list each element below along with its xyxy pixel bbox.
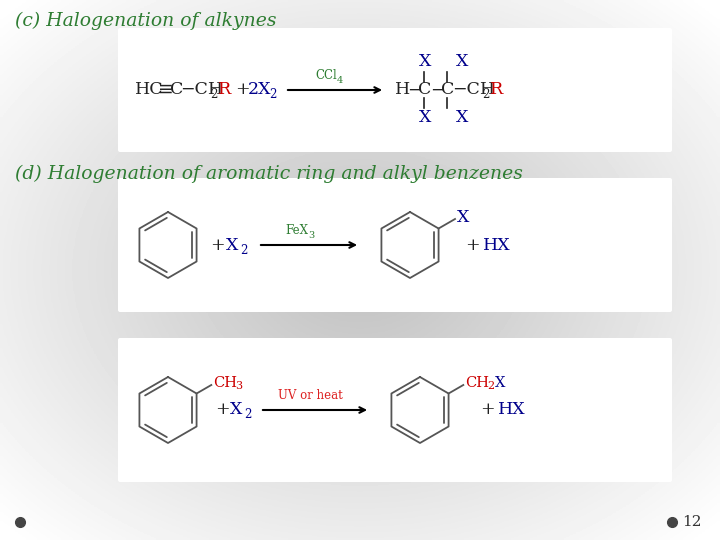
Text: 2: 2 bbox=[244, 408, 251, 422]
Text: X: X bbox=[419, 53, 431, 71]
Text: 2: 2 bbox=[240, 244, 248, 256]
Text: R: R bbox=[218, 82, 231, 98]
Text: FeX: FeX bbox=[285, 224, 308, 237]
Text: X: X bbox=[419, 110, 431, 126]
Text: C: C bbox=[418, 82, 431, 98]
Text: 2: 2 bbox=[482, 89, 490, 102]
Text: HX: HX bbox=[483, 237, 510, 253]
Text: X: X bbox=[230, 402, 243, 418]
Text: +: + bbox=[210, 237, 225, 253]
Text: X: X bbox=[456, 53, 468, 71]
Text: 3: 3 bbox=[308, 231, 314, 240]
Text: C: C bbox=[441, 82, 454, 98]
Text: X: X bbox=[456, 110, 468, 126]
Text: +: + bbox=[465, 237, 480, 253]
Text: 2: 2 bbox=[210, 89, 217, 102]
FancyBboxPatch shape bbox=[118, 338, 672, 482]
Text: 2X: 2X bbox=[248, 82, 271, 98]
Text: +: + bbox=[480, 402, 495, 418]
Text: X: X bbox=[226, 237, 238, 253]
Text: H: H bbox=[395, 82, 410, 98]
Text: CH: CH bbox=[213, 376, 238, 390]
Text: C: C bbox=[170, 82, 184, 98]
FancyBboxPatch shape bbox=[118, 178, 672, 312]
Text: X: X bbox=[457, 208, 469, 226]
Text: +: + bbox=[215, 402, 230, 418]
Text: −CH: −CH bbox=[180, 82, 223, 98]
Text: CH: CH bbox=[465, 376, 490, 390]
Text: −: − bbox=[430, 82, 444, 98]
Text: HC: HC bbox=[135, 82, 163, 98]
Text: 2: 2 bbox=[487, 381, 495, 391]
Text: −: − bbox=[407, 82, 421, 98]
Text: (c) Halogenation of alkynes: (c) Halogenation of alkynes bbox=[15, 12, 276, 30]
Text: X: X bbox=[495, 376, 505, 390]
Text: 12: 12 bbox=[682, 515, 701, 529]
Text: R: R bbox=[490, 82, 503, 98]
Text: UV or heat: UV or heat bbox=[278, 389, 343, 402]
Text: 3: 3 bbox=[235, 381, 243, 391]
Text: CCl: CCl bbox=[315, 69, 337, 82]
Text: HX: HX bbox=[498, 402, 526, 418]
Text: 2: 2 bbox=[269, 89, 276, 102]
Text: +: + bbox=[235, 82, 250, 98]
Text: −CH: −CH bbox=[452, 82, 495, 98]
Text: ≡: ≡ bbox=[158, 81, 174, 99]
Text: 4: 4 bbox=[337, 76, 343, 85]
FancyBboxPatch shape bbox=[118, 28, 672, 152]
Text: (d) Halogenation of aromatic ring and alkyl benzenes: (d) Halogenation of aromatic ring and al… bbox=[15, 165, 523, 183]
